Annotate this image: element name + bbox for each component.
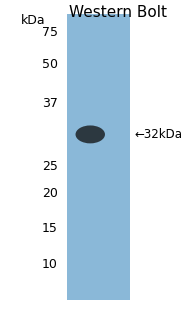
FancyBboxPatch shape — [67, 14, 130, 300]
Text: 75: 75 — [42, 26, 58, 39]
Text: 15: 15 — [42, 222, 58, 235]
Text: ←32kDa: ←32kDa — [135, 128, 183, 141]
Text: 10: 10 — [42, 258, 58, 271]
Ellipse shape — [76, 125, 105, 143]
Text: 50: 50 — [42, 58, 58, 71]
Text: 37: 37 — [42, 97, 58, 110]
Text: Western Bolt: Western Bolt — [69, 5, 167, 20]
Text: 25: 25 — [42, 160, 58, 173]
Text: 20: 20 — [42, 187, 58, 200]
Text: kDa: kDa — [21, 14, 46, 27]
